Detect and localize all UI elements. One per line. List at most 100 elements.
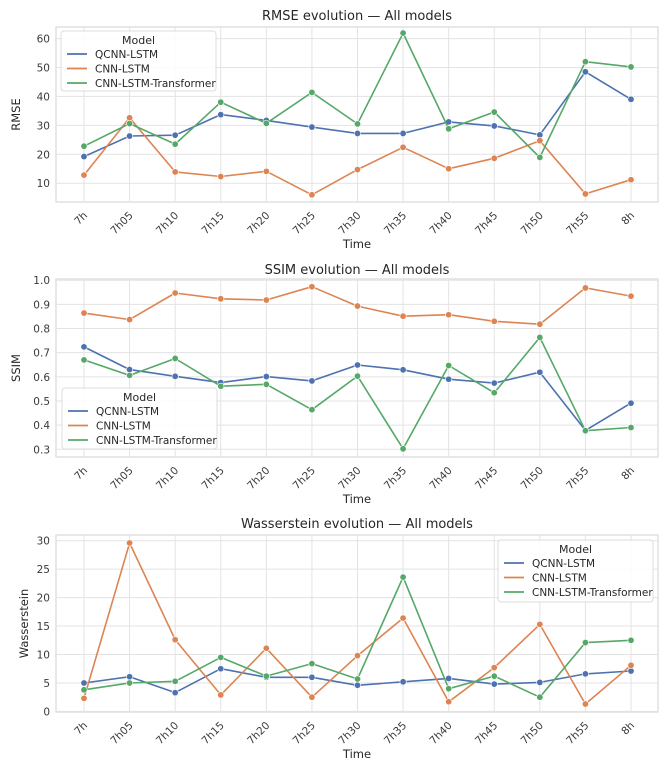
series-cnn-lstm-transformer bbox=[80, 333, 635, 453]
y-tick-label: 30 bbox=[37, 536, 50, 548]
data-point bbox=[80, 142, 88, 150]
x-tick-label: 7h25 bbox=[291, 465, 318, 492]
chart-title: Wasserstein evolution — All models bbox=[241, 517, 473, 532]
legend-title: Model bbox=[122, 34, 155, 47]
x-tick-label: 7h15 bbox=[200, 720, 227, 747]
y-tick-label: 20 bbox=[37, 149, 50, 161]
data-point bbox=[80, 686, 88, 694]
y-tick-label: 50 bbox=[37, 62, 50, 74]
series-cnn-lstm bbox=[80, 114, 635, 199]
legend-label: CNN-LSTM bbox=[532, 573, 587, 585]
series-qcnn-lstm bbox=[80, 343, 635, 434]
data-point bbox=[80, 694, 88, 702]
series-cnn-lstm-transformer bbox=[80, 573, 635, 701]
legend: Model QCNN-LSTM CNN-LSTM CNN-LSTM-Transform… bbox=[60, 30, 217, 92]
chart-panel-1: 10 20 30 40 50 60 7h 7h05 7h10 7h15 7h20 7h25 7h30 7h… bbox=[9, 9, 659, 251]
data-point bbox=[490, 122, 498, 130]
data-point bbox=[490, 154, 498, 162]
x-tick-label: 7h15 bbox=[200, 210, 227, 237]
series-cnn-lstm bbox=[80, 283, 635, 328]
y-tick-label: 25 bbox=[37, 564, 50, 576]
data-point bbox=[217, 691, 225, 699]
data-point bbox=[308, 191, 316, 199]
data-point bbox=[217, 665, 225, 673]
data-point bbox=[126, 120, 134, 128]
data-point bbox=[536, 320, 544, 328]
data-point bbox=[536, 153, 544, 161]
x-axis-label: Time bbox=[342, 747, 371, 761]
data-point bbox=[80, 356, 88, 364]
x-tick-label: 7h10 bbox=[154, 210, 181, 237]
data-point bbox=[126, 673, 134, 681]
x-tick-label: 7h10 bbox=[154, 720, 181, 747]
data-point bbox=[445, 698, 453, 706]
data-point bbox=[217, 98, 225, 106]
data-point bbox=[126, 366, 134, 374]
data-point bbox=[171, 636, 179, 644]
data-point bbox=[126, 132, 134, 140]
data-point bbox=[399, 573, 407, 581]
data-point bbox=[445, 674, 453, 682]
y-tick-label: 10 bbox=[37, 178, 50, 190]
data-point bbox=[171, 689, 179, 697]
data-point bbox=[80, 679, 88, 687]
data-point bbox=[399, 366, 407, 374]
y-tick-label: 5 bbox=[43, 678, 50, 690]
data-point bbox=[171, 677, 179, 685]
data-point bbox=[399, 312, 407, 320]
data-point bbox=[445, 125, 453, 133]
data-point bbox=[445, 311, 453, 319]
data-point bbox=[262, 296, 270, 304]
data-point bbox=[490, 108, 498, 116]
data-point bbox=[490, 317, 498, 325]
x-tick-label: 7h45 bbox=[473, 210, 500, 237]
data-point bbox=[627, 424, 635, 432]
data-point bbox=[353, 361, 361, 369]
data-point bbox=[399, 29, 407, 37]
legend: Model QCNN-LSTM CNN-LSTM CNN-LSTM-Transform… bbox=[497, 539, 654, 603]
legend-box bbox=[497, 539, 654, 603]
legend-label: QCNN-LSTM bbox=[96, 406, 159, 418]
data-point bbox=[581, 190, 589, 198]
y-tick-label: 0.3 bbox=[33, 444, 50, 456]
data-point bbox=[581, 700, 589, 708]
data-point bbox=[353, 120, 361, 128]
data-point bbox=[399, 129, 407, 137]
legend-label: CNN-LSTM-Transformer bbox=[532, 587, 653, 599]
data-point bbox=[581, 58, 589, 66]
y-tick-label: 0.7 bbox=[33, 348, 50, 360]
data-point bbox=[308, 406, 316, 414]
chart-title: SSIM evolution — All models bbox=[265, 263, 450, 278]
y-tick-label: 0.6 bbox=[33, 372, 50, 384]
data-point bbox=[490, 672, 498, 680]
data-point bbox=[627, 661, 635, 669]
data-point bbox=[171, 140, 179, 148]
data-point bbox=[627, 95, 635, 103]
data-point bbox=[627, 176, 635, 184]
x-tick-label: 7h55 bbox=[564, 720, 591, 747]
legend-label: CNN-LSTM-Transformer bbox=[96, 435, 217, 447]
legend-label: CNN-LSTM-Transformer bbox=[95, 78, 216, 90]
series-cnn-lstm bbox=[80, 539, 635, 708]
y-tick-label: 1.0 bbox=[33, 275, 50, 287]
data-point bbox=[490, 389, 498, 397]
chart-panel-2: 0.3 0.4 0.5 0.6 0.7 0.8 0.9 1.0 7h 7h05 7h10 7h15 7h… bbox=[9, 263, 659, 506]
data-point bbox=[490, 680, 498, 688]
data-point bbox=[490, 379, 498, 387]
data-point bbox=[536, 678, 544, 686]
legend-label: QCNN-LSTM bbox=[95, 49, 158, 61]
data-point bbox=[399, 143, 407, 151]
data-point bbox=[308, 673, 316, 681]
data-point bbox=[217, 173, 225, 181]
data-point bbox=[353, 681, 361, 689]
x-tick-label: 7h25 bbox=[291, 210, 318, 237]
data-point bbox=[536, 620, 544, 628]
data-point bbox=[217, 382, 225, 390]
y-tick-label: 0.4 bbox=[33, 420, 50, 432]
data-point bbox=[308, 693, 316, 701]
data-point bbox=[171, 289, 179, 297]
legend-box bbox=[61, 387, 218, 450]
legend-label: CNN-LSTM bbox=[95, 64, 150, 76]
data-point bbox=[308, 88, 316, 96]
